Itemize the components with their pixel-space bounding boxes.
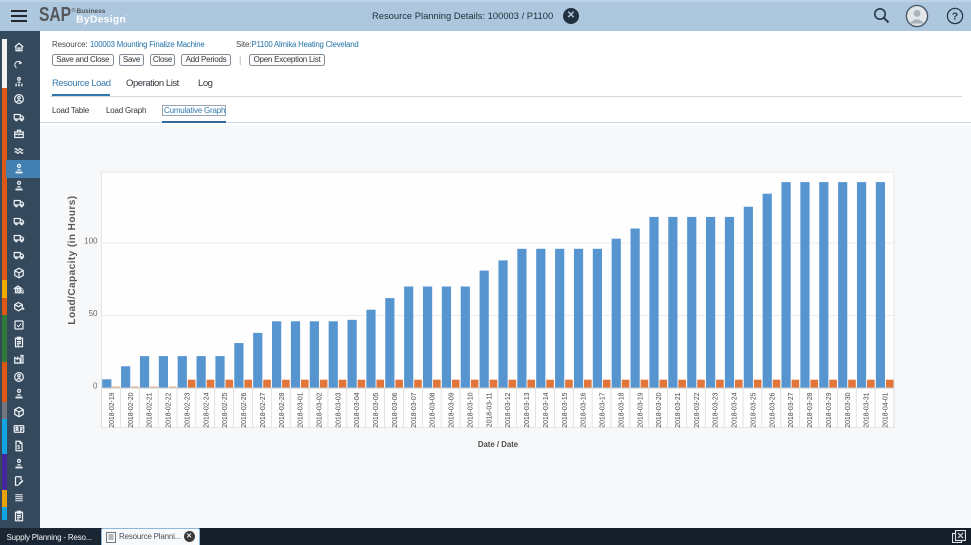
svg-text:2018-03-26: 2018-03-26	[769, 392, 776, 427]
svg-text:2018-02-25: 2018-02-25	[222, 392, 229, 427]
svg-text:50: 50	[89, 309, 98, 318]
svg-text:2018-03-09: 2018-03-09	[449, 392, 456, 427]
svg-text:2018-03-01: 2018-03-01	[298, 392, 305, 427]
svg-text:2018-02-27: 2018-02-27	[260, 392, 267, 427]
svg-text:0: 0	[93, 382, 98, 391]
svg-text:2018-03-02: 2018-03-02	[316, 392, 323, 427]
svg-text:2018-03-22: 2018-03-22	[694, 392, 701, 427]
svg-text:2018-03-24: 2018-03-24	[732, 392, 739, 427]
svg-text:2018-03-03: 2018-03-03	[335, 392, 342, 427]
svg-text:2018-02-21: 2018-02-21	[147, 392, 154, 427]
svg-text:2018-03-10: 2018-03-10	[467, 392, 474, 427]
svg-text:2018-03-04: 2018-03-04	[354, 392, 361, 427]
svg-text:2018-03-30: 2018-03-30	[845, 392, 852, 427]
svg-text:2018-02-23: 2018-02-23	[184, 392, 191, 427]
svg-text:2018-02-22: 2018-02-22	[166, 392, 173, 427]
svg-text:2018-02-24: 2018-02-24	[203, 392, 210, 427]
svg-text:2018-03-18: 2018-03-18	[618, 392, 625, 427]
svg-text:2018-03-31: 2018-03-31	[864, 392, 871, 427]
svg-text:2018-03-23: 2018-03-23	[713, 392, 720, 427]
svg-text:2018-03-05: 2018-03-05	[373, 392, 380, 427]
svg-text:?: ?	[952, 11, 958, 23]
svg-text:2018-02-20: 2018-02-20	[128, 392, 135, 427]
svg-text:2018-03-11: 2018-03-11	[486, 392, 493, 427]
svg-text:2018-03-21: 2018-03-21	[675, 392, 682, 427]
svg-text:2018-03-19: 2018-03-19	[637, 392, 644, 427]
svg-text:Load/Capacity (in Hours): Load/Capacity (in Hours)	[67, 195, 78, 324]
svg-text:2018-03-15: 2018-03-15	[562, 392, 569, 427]
svg-text:100: 100	[84, 237, 98, 246]
svg-text:2018-03-08: 2018-03-08	[430, 392, 437, 427]
svg-text:2018-03-20: 2018-03-20	[656, 392, 663, 427]
svg-text:2018-04-01: 2018-04-01	[883, 392, 890, 427]
svg-text:2018-03-16: 2018-03-16	[581, 392, 588, 427]
svg-text:2018-03-14: 2018-03-14	[543, 392, 550, 427]
svg-text:2018-03-13: 2018-03-13	[524, 392, 531, 427]
svg-text:2018-03-27: 2018-03-27	[788, 392, 795, 427]
svg-text:2018-03-07: 2018-03-07	[411, 392, 418, 427]
svg-text:2018-03-12: 2018-03-12	[505, 392, 512, 427]
svg-text:2018-02-26: 2018-02-26	[241, 392, 248, 427]
svg-text:2018-02-28: 2018-02-28	[279, 392, 286, 427]
svg-text:2018-02-19: 2018-02-19	[109, 392, 116, 427]
svg-text:2018-03-28: 2018-03-28	[807, 392, 814, 427]
svg-text:Date / Date: Date / Date	[478, 440, 519, 449]
svg-text:2018-03-17: 2018-03-17	[600, 392, 607, 427]
svg-text:2018-03-06: 2018-03-06	[392, 392, 399, 427]
svg-text:2018-03-25: 2018-03-25	[750, 392, 757, 427]
svg-text:2018-03-29: 2018-03-29	[826, 392, 833, 427]
